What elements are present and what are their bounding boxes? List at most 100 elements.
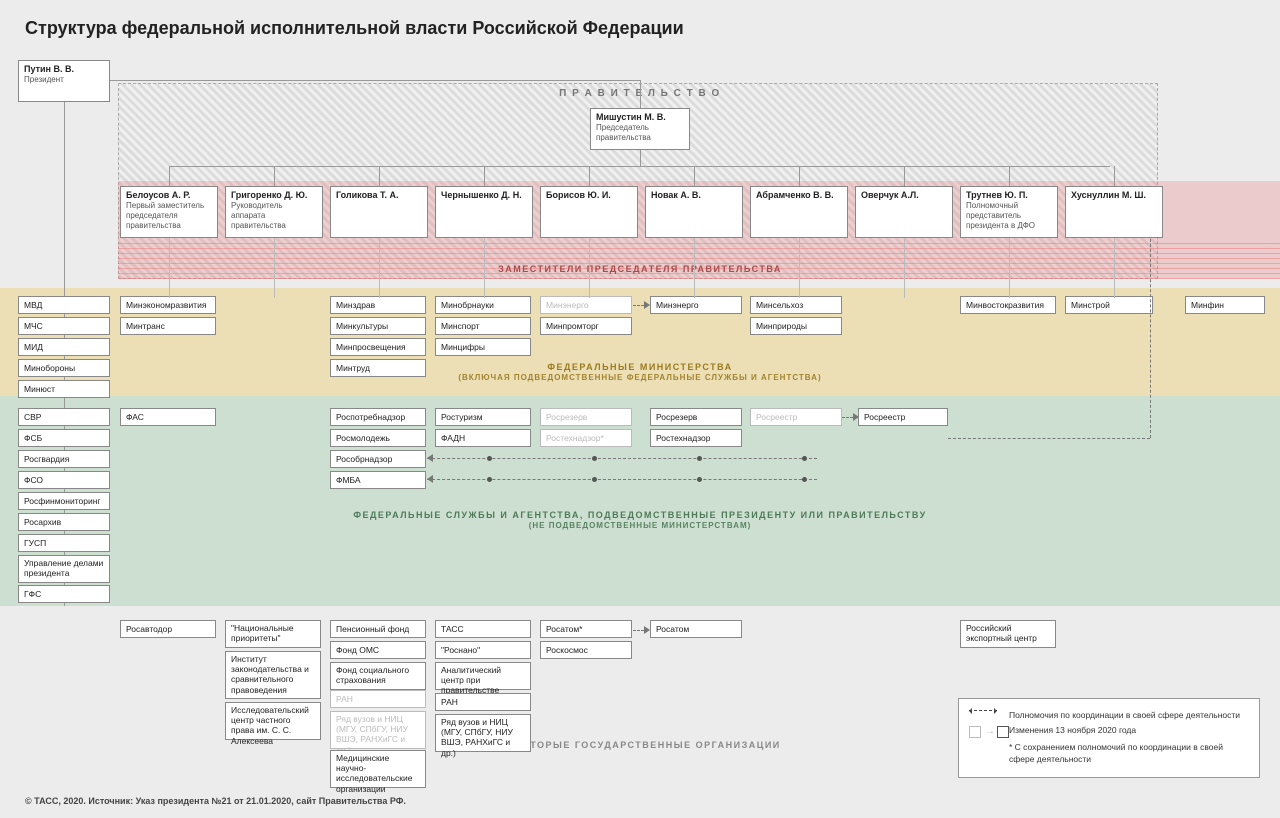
- dot-icon: [592, 477, 597, 482]
- org-box: СВР: [18, 408, 110, 426]
- dot-icon: [487, 456, 492, 461]
- org-box: Росрезерв: [540, 408, 632, 426]
- org-box: Минцифры: [435, 338, 531, 356]
- arrow-left-icon: [427, 454, 433, 462]
- org-box: Минпромторг: [540, 317, 632, 335]
- pm-box: Мишустин М. В. Председатель правительств…: [590, 108, 690, 150]
- org-box: Минэнерго: [650, 296, 742, 314]
- line: [484, 238, 485, 298]
- line: [1150, 239, 1151, 438]
- line: [169, 238, 170, 298]
- org-box: ТАСС: [435, 620, 531, 638]
- org-box: МВД: [18, 296, 110, 314]
- dashed-line: [948, 438, 1150, 439]
- org-box: Ростехнадзор*: [540, 429, 632, 447]
- box-icon: [997, 726, 1009, 738]
- dot-icon: [802, 477, 807, 482]
- org-box: ГУСП: [18, 534, 110, 552]
- org-box: Ряд вузов и НИЦ (МГУ, СПбГУ, НИУ ВШЭ, РА…: [330, 711, 426, 749]
- org-box: Минтранс: [120, 317, 216, 335]
- arrow-right-icon: [644, 626, 650, 634]
- deputy-box: Абрамченко В. В.: [750, 186, 848, 238]
- org-box: Росреестр: [858, 408, 948, 426]
- org-box: Фонд ОМС: [330, 641, 426, 659]
- org-box: Ростехнадзор: [650, 429, 742, 447]
- org-box: Российский экспортный центр: [960, 620, 1056, 648]
- org-box: РАН: [435, 693, 531, 711]
- line: [1114, 238, 1115, 298]
- line: [170, 166, 1110, 167]
- org-box: Фонд социального страхования: [330, 662, 426, 690]
- arrow-left-icon: [427, 475, 433, 483]
- org-box: Минприроды: [750, 317, 842, 335]
- line: [589, 238, 590, 298]
- dot-icon: [697, 477, 702, 482]
- org-box: МЧС: [18, 317, 110, 335]
- line: [379, 166, 380, 186]
- org-box: Минкультуры: [330, 317, 426, 335]
- deputy-box: Трутнев Ю. П.Полномочный представитель п…: [960, 186, 1058, 238]
- org-box: Росмолодежь: [330, 429, 426, 447]
- org-box: ФАС: [120, 408, 216, 426]
- org-box: Исследовательский центр частного права и…: [225, 702, 321, 740]
- legend-item: Изменения 13 ноября 2020 года: [1009, 725, 1136, 737]
- deputy-box: Чернышенко Д. Н.: [435, 186, 533, 238]
- line: [1009, 238, 1010, 298]
- org-box: Минэнерго: [540, 296, 632, 314]
- org-box: Росгвардия: [18, 450, 110, 468]
- president-box: Путин В. В. Президент: [18, 60, 110, 102]
- line: [640, 80, 641, 108]
- deputy-box: Борисов Ю. И.: [540, 186, 638, 238]
- line: [1009, 166, 1010, 186]
- org-box: Аналитический центр при правительстве: [435, 662, 531, 690]
- org-box: РАН: [330, 690, 426, 708]
- line: [904, 166, 905, 186]
- line: [694, 166, 695, 186]
- line: [799, 166, 800, 186]
- legend-item: * С сохранением полномочий по координаци…: [1009, 742, 1249, 766]
- org-box: Минпросвещения: [330, 338, 426, 356]
- dot-icon: [802, 456, 807, 461]
- org-box: Минфин: [1185, 296, 1265, 314]
- org-box: Минспорт: [435, 317, 531, 335]
- line: [379, 238, 380, 298]
- footer-text: © ТАСС, 2020. Источник: Указ президента …: [25, 796, 406, 806]
- deputy-box: Новак А. В.: [645, 186, 743, 238]
- org-box: Рособрнадзор: [330, 450, 426, 468]
- line: [274, 238, 275, 298]
- org-chart-canvas: Структура федеральной исполнительной вла…: [0, 0, 1280, 818]
- org-box: ГФС: [18, 585, 110, 603]
- org-box: Минтруд: [330, 359, 426, 377]
- org-box: Ростуризм: [435, 408, 531, 426]
- deputy-box: Хуснуллин М. Ш.: [1065, 186, 1163, 238]
- org-box: Росатом*: [540, 620, 632, 638]
- page-title: Структура федеральной исполнительной вла…: [25, 18, 684, 39]
- org-box: "Роснано": [435, 641, 531, 659]
- org-box: "Национальные приоритеты": [225, 620, 321, 648]
- line: [799, 238, 800, 298]
- org-box: Росархив: [18, 513, 110, 531]
- legend-item: Полномочия по координации в своей сфере …: [1009, 710, 1240, 722]
- line: [589, 166, 590, 186]
- line: [1114, 166, 1115, 186]
- org-box: Институт законодательства и сравнительно…: [225, 651, 321, 699]
- org-box: Минвостокразвития: [960, 296, 1056, 314]
- org-box: ФАДН: [435, 429, 531, 447]
- dot-icon: [697, 456, 702, 461]
- deputy-box: Голикова Т. А.: [330, 186, 428, 238]
- line: [640, 150, 641, 166]
- org-box: Росавтодор: [120, 620, 216, 638]
- org-box: Минсельхоз: [750, 296, 842, 314]
- dashed-arrow-icon: [969, 710, 997, 711]
- deputy-box: Оверчук А.Л.: [855, 186, 953, 238]
- org-box: Минстрой: [1065, 296, 1153, 314]
- org-box: Минэкономразвития: [120, 296, 216, 314]
- deputy-box: Белоусов А. Р.Первый заместитель председ…: [120, 186, 218, 238]
- line: [694, 238, 695, 298]
- org-box: Управление делами президента: [18, 555, 110, 583]
- org-box: Минздрав: [330, 296, 426, 314]
- org-box: Росфинмониторинг: [18, 492, 110, 510]
- arrow-right-icon: [853, 413, 859, 421]
- arrow-right-icon: →: [985, 725, 995, 739]
- line: [484, 166, 485, 186]
